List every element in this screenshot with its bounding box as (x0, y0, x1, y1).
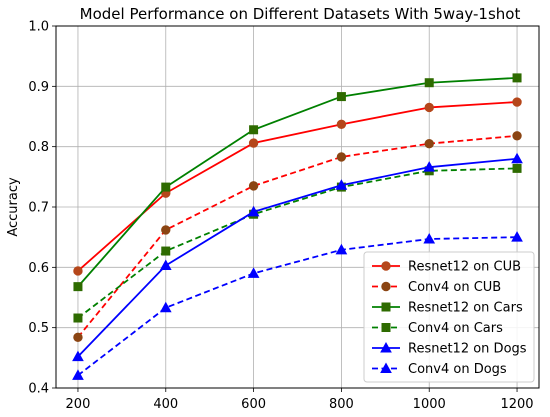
y-axis-label: Accuracy (6, 177, 21, 237)
series-line (77, 236, 518, 377)
legend-entry: Resnet12 on Dogs (372, 342, 527, 357)
y-tick-label: 0.6 (28, 261, 49, 276)
series-line (77, 167, 518, 319)
y-tick-label: 0.7 (28, 201, 49, 216)
legend-label: Resnet12 on Dogs (408, 342, 527, 357)
legend-entry: Conv4 on CUB (372, 280, 501, 295)
data-point (512, 163, 522, 173)
data-point (247, 267, 260, 278)
data-point (72, 350, 84, 362)
series-4 (72, 152, 523, 362)
x-tick-label: 1200 (500, 397, 533, 412)
series-line (77, 76, 518, 288)
legend-marker (381, 302, 391, 312)
data-point (424, 138, 434, 149)
series-line (77, 157, 518, 358)
legend-entry: Conv4 on Cars (372, 321, 503, 336)
axis-ticks: 200 400 600 800 1000 1200 0.4 0.5 0.6 0.7 0.8 0.9 1.… (28, 20, 533, 413)
data-point (423, 232, 436, 244)
data-point (159, 301, 172, 313)
legend-label: Conv4 on CUB (408, 280, 501, 295)
series-0 (73, 97, 522, 276)
data-point (248, 181, 259, 191)
data-point (511, 231, 523, 242)
legend-marker (381, 281, 391, 292)
series-line (77, 101, 518, 272)
legend-box (363, 251, 535, 383)
data-point (73, 332, 83, 343)
data-point (423, 161, 436, 172)
y-tick-label: 0.9 (28, 80, 49, 95)
data-point (248, 138, 259, 148)
data-point (512, 97, 522, 107)
series-group (72, 73, 523, 380)
y-tick-label: 0.4 (28, 382, 49, 397)
data-point (335, 179, 348, 190)
data-point (161, 182, 171, 192)
y-tick-label: 0.8 (28, 140, 49, 155)
legend-label: Resnet12 on CUB (408, 260, 521, 275)
data-point (512, 73, 522, 83)
data-point (73, 313, 83, 323)
x-tick-label: 800 (329, 397, 354, 412)
legend: Resnet12 on CUB Conv4 on CUB Resnet12 on C… (363, 251, 535, 383)
data-point (511, 152, 523, 164)
legend-entry: Conv4 on Dogs (372, 362, 507, 377)
data-point (161, 246, 171, 256)
series-1 (73, 131, 522, 343)
x-tick-label: 400 (153, 397, 178, 412)
data-point (159, 259, 172, 271)
data-point (72, 369, 84, 380)
legend-entry: Resnet12 on CUB (372, 260, 521, 275)
x-tick-label: 1000 (413, 397, 446, 412)
data-point (73, 282, 83, 292)
legend-label: Resnet12 on Cars (408, 301, 523, 316)
legend-label: Conv4 on Dogs (408, 362, 507, 377)
y-tick-label: 0.5 (28, 321, 49, 336)
data-point (336, 92, 346, 102)
legend-marker (381, 261, 391, 271)
chart-title: Model Performance on Different Datasets … (80, 5, 521, 23)
data-point (424, 102, 434, 113)
legend-marker (381, 323, 391, 332)
data-point (512, 131, 522, 141)
x-tick-label: 200 (66, 397, 91, 412)
legend-marker (380, 362, 392, 373)
series-line (77, 134, 518, 338)
data-point (336, 152, 347, 162)
data-point (247, 205, 260, 217)
data-point (249, 125, 259, 135)
data-point (336, 119, 347, 130)
legend-entry: Resnet12 on Cars (372, 301, 523, 316)
legend-marker (380, 341, 392, 353)
data-point (161, 225, 171, 235)
data-point (335, 243, 348, 255)
x-tick-label: 600 (241, 397, 266, 412)
series-2 (73, 73, 522, 292)
legend-label: Conv4 on Cars (408, 321, 503, 336)
data-point (73, 266, 83, 276)
y-tick-label: 1.0 (28, 20, 49, 35)
series-5 (72, 231, 523, 380)
data-point (424, 78, 434, 88)
